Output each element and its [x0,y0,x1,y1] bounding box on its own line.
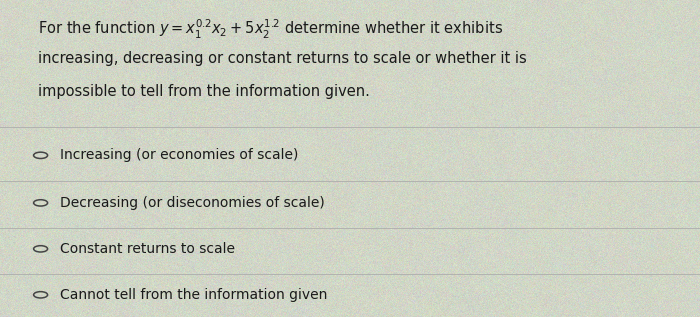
Text: Constant returns to scale: Constant returns to scale [60,242,234,256]
Text: Decreasing (or diseconomies of scale): Decreasing (or diseconomies of scale) [60,196,324,210]
Text: Cannot tell from the information given: Cannot tell from the information given [60,288,327,302]
Text: impossible to tell from the information given.: impossible to tell from the information … [38,84,370,99]
Text: increasing, decreasing or constant returns to scale or whether it is: increasing, decreasing or constant retur… [38,51,527,66]
Text: For the function $y = x_1^{0.2}x_2 + 5x_2^{1.2}$ determine whether it exhibits: For the function $y = x_1^{0.2}x_2 + 5x_… [38,17,503,41]
Text: Increasing (or economies of scale): Increasing (or economies of scale) [60,148,298,162]
